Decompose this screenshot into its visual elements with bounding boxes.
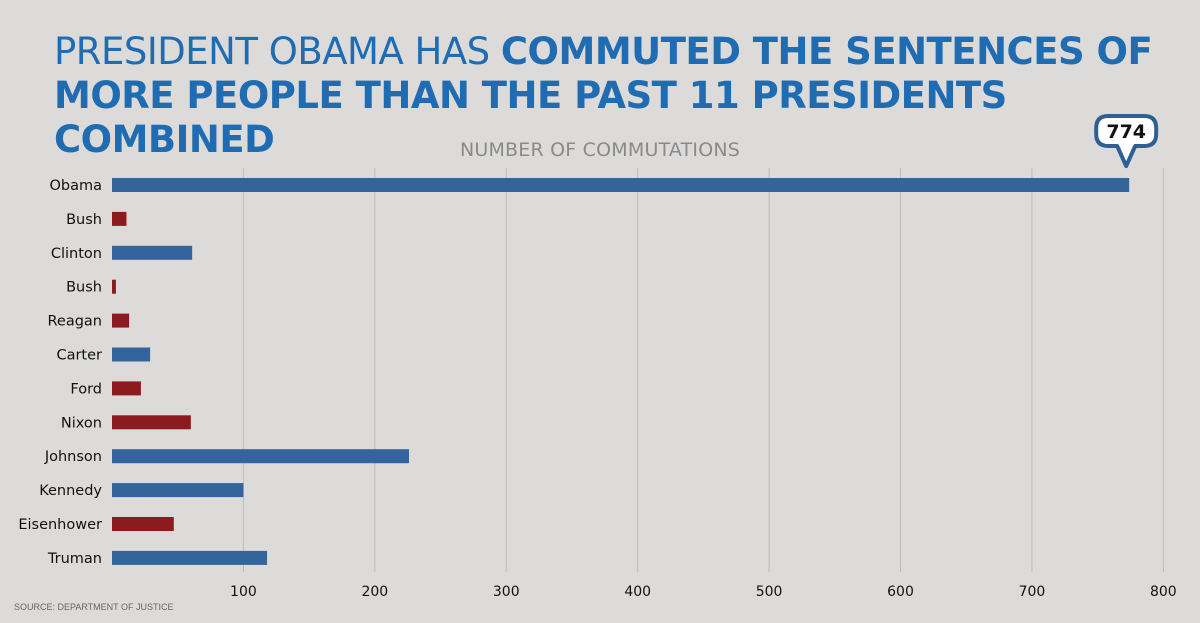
category-label-2: Bush xyxy=(66,212,102,228)
category-label-4: Bush xyxy=(66,280,102,296)
bar-6-carter xyxy=(112,347,151,362)
bar-11-eisenhower xyxy=(112,517,174,531)
x-tick-label-300: 300 xyxy=(493,584,520,600)
category-label-8: Nixon xyxy=(61,415,102,431)
chart-title: PRESIDENT OBAMA HAS COMMUTED THE SENTENC… xyxy=(54,30,1174,162)
x-tick-label-400: 400 xyxy=(624,584,651,600)
bar-10-kennedy xyxy=(112,483,244,498)
category-label-5: Reagan xyxy=(47,314,102,330)
category-label-10: Kennedy xyxy=(39,483,102,499)
x-tick-label-200: 200 xyxy=(361,584,388,600)
category-label-6: Carter xyxy=(56,348,102,364)
bar-1-obama xyxy=(112,178,1130,192)
bar-12-truman xyxy=(112,550,268,565)
title-bold: COMMUTED THE SENTENCES OF MORE PEOPLE TH… xyxy=(54,30,1153,161)
chart-subtitle: NUMBER OF COMMUTATIONS xyxy=(459,139,741,161)
bar-7-ford xyxy=(112,381,141,396)
x-tick-label-700: 700 xyxy=(1019,584,1046,600)
bar-5-reagan xyxy=(112,313,130,328)
category-label-12: Truman xyxy=(47,551,102,567)
category-label-11: Eisenhower xyxy=(18,517,102,533)
x-tick-label-500: 500 xyxy=(756,584,783,600)
bar-4-bush xyxy=(112,279,116,294)
bar-3-clinton xyxy=(112,245,193,260)
category-label-1: Obama xyxy=(49,178,102,194)
category-label-7: Ford xyxy=(70,381,102,397)
category-label-3: Clinton xyxy=(51,246,102,262)
source-note: SOURCE: DEPARTMENT OF JUSTICE xyxy=(14,602,174,612)
bar-2-bush xyxy=(112,211,127,226)
x-tick-label-600: 600 xyxy=(887,584,914,600)
x-tick-label-800: 800 xyxy=(1150,584,1177,600)
category-label-9: Johnson xyxy=(44,449,102,465)
value-callout-label: 774 xyxy=(1106,121,1146,143)
x-tick-label-100: 100 xyxy=(230,584,257,600)
bar-9-johnson xyxy=(112,449,410,464)
title-normal: PRESIDENT OBAMA HAS xyxy=(54,30,501,73)
bar-8-nixon xyxy=(112,415,191,430)
value-callout xyxy=(1094,114,1159,168)
